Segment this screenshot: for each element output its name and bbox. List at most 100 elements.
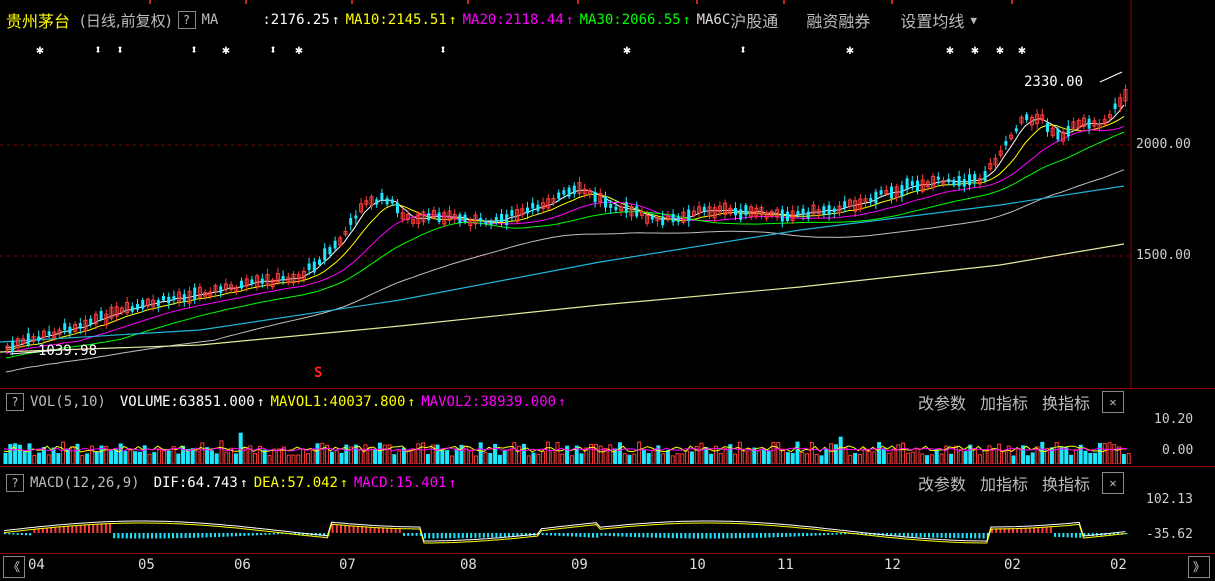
help-icon[interactable]: ? (177, 11, 196, 29)
macd-hist-bar-16 (71, 525, 74, 533)
volume-bar-148 (713, 445, 718, 464)
candle-body-74 (390, 199, 394, 204)
candle-body-55 (291, 273, 296, 284)
volume-bar-166 (800, 451, 805, 464)
candle-body-112 (587, 189, 592, 195)
macd-hist-bar-162 (684, 533, 687, 539)
macd-hist-bar-217 (915, 533, 918, 538)
volume-bar-85 (411, 449, 416, 464)
macd-hist-bar-189 (797, 533, 800, 537)
volume-chart[interactable] (0, 414, 1131, 464)
macd-hist-bar-227 (957, 533, 960, 539)
macd-hist-bar-49 (209, 533, 212, 538)
volume-bar-146 (704, 447, 709, 464)
macd-hist-bar-121 (512, 533, 515, 537)
candle-body-6 (37, 336, 41, 341)
macd-hist-bar-85 (361, 526, 363, 533)
volume-bar-54 (262, 449, 267, 464)
stock-name[interactable]: 贵州茅台 (6, 12, 71, 31)
macd-hist-bar-8 (37, 528, 40, 533)
volume-bar-179 (862, 448, 867, 464)
candle-body-88 (463, 214, 467, 223)
candle-body-2 (15, 338, 20, 349)
candle-body-135 (707, 206, 712, 217)
macd-hist-bar-230 (970, 533, 972, 539)
volume-bar-99 (478, 442, 483, 464)
volume-switch-indicator-button[interactable]: 换指标 (1041, 394, 1090, 413)
macd-hist-bar-63 (268, 533, 271, 535)
macd-hist-bar-135 (571, 533, 573, 537)
nav-left-button[interactable]: 《 (3, 556, 25, 578)
macd-hist-bar-145 (613, 533, 615, 537)
macd-modify-params-button[interactable]: 改参数 (917, 475, 966, 494)
macd-add-indicator-button[interactable]: 加指标 (979, 475, 1028, 494)
macd-hist-bar-136 (575, 533, 578, 537)
candle-body-58 (307, 263, 311, 270)
candle-body-0 (5, 345, 10, 351)
volume-bar-116 (560, 453, 565, 464)
volume-bar-188 (905, 452, 910, 464)
volume-bar-114 (550, 450, 555, 464)
volume-bar-18 (89, 445, 94, 464)
macd-close-icon[interactable]: ✕ (1102, 472, 1124, 494)
candle-body-208 (1087, 118, 1091, 129)
candle-body-42 (223, 283, 228, 291)
macd-hist-bar-131 (554, 533, 557, 536)
macd-hist-bar-143 (604, 533, 607, 536)
candle-body-170 (890, 186, 893, 199)
macd-hist-bar-164 (692, 533, 695, 539)
macd-hist-bar-48 (205, 533, 208, 538)
volume-bar-7 (37, 452, 42, 464)
ma30-up-arrow-icon: ↑ (682, 12, 691, 28)
macd-hist-bar-221 (932, 533, 935, 538)
volume-modify-params-button[interactable]: 改参数 (917, 394, 966, 413)
volume-bar-98 (473, 455, 478, 464)
nav-right-button[interactable]: 》 (1188, 556, 1210, 578)
macd-chart[interactable] (0, 495, 1131, 550)
macd-hist-bar-180 (760, 533, 762, 538)
volume-bar-161 (776, 442, 781, 464)
candle-body-187 (977, 178, 982, 185)
candle-body-203 (1061, 131, 1066, 142)
volume-bar-169 (814, 453, 819, 464)
volume-bar-158 (761, 449, 766, 464)
volume-bar-106 (512, 442, 517, 464)
mavol1-value: MAVOL1:40037.800 (270, 394, 406, 410)
macd-hist-bar-89 (377, 527, 380, 533)
x-label-07: 07 (339, 557, 356, 573)
macd-hist-bar-185 (781, 533, 783, 538)
menu-margin-trading[interactable]: 融资融券 (806, 12, 871, 31)
macd-hist-bar-82 (348, 525, 351, 533)
candle-body-191 (998, 150, 1003, 156)
volume-bar-36 (176, 453, 181, 464)
macd-hist-bar-237 (999, 528, 1002, 533)
macd-hist-bar-171 (722, 533, 725, 539)
volume-help-icon[interactable]: ? (6, 393, 24, 411)
volume-bar-10 (51, 447, 56, 464)
candle-body-69 (364, 200, 369, 205)
price-chart[interactable]: ✱ ⬍ ⬍ ⬍ ✱ ⬍ ✱ ⬍ ✱ ⬍ ✱ ✱ ✱ ✱ ✱ (0, 0, 1215, 390)
dea-up-arrow-icon: ↑ (340, 475, 348, 491)
macd-hist-bar-64 (272, 533, 275, 535)
menu-hk-connect[interactable]: 沪股通 (730, 12, 779, 31)
event-marker-icon-3: ⬍ (190, 43, 198, 58)
macd-hist-bar-78 (331, 524, 334, 533)
menu-ma-settings[interactable]: 设置均线 (900, 12, 965, 31)
macd-switch-indicator-button[interactable]: 换指标 (1041, 475, 1090, 494)
macd-hist-bar-267 (1125, 533, 1128, 535)
candle-body-146 (764, 212, 769, 219)
macd-hist-bar-69 (293, 533, 296, 535)
macd-hist-bar-246 (1037, 527, 1040, 533)
volume-bar-19 (94, 451, 99, 464)
volume-close-icon[interactable]: ✕ (1102, 391, 1124, 413)
candle-body-204 (1066, 125, 1070, 137)
candle-body-37 (197, 286, 202, 298)
macd-hist-bar-44 (188, 533, 191, 538)
dropdown-chevron-icon[interactable]: ▼ (970, 13, 977, 27)
volume-bar-43 (209, 450, 214, 464)
macd-hist-bar-258 (1087, 533, 1090, 537)
volume-add-indicator-button[interactable]: 加指标 (979, 394, 1028, 413)
volume-bar-168 (809, 442, 814, 464)
macd-hist-bar-19 (83, 524, 86, 533)
macd-help-icon[interactable]: ? (6, 474, 24, 492)
